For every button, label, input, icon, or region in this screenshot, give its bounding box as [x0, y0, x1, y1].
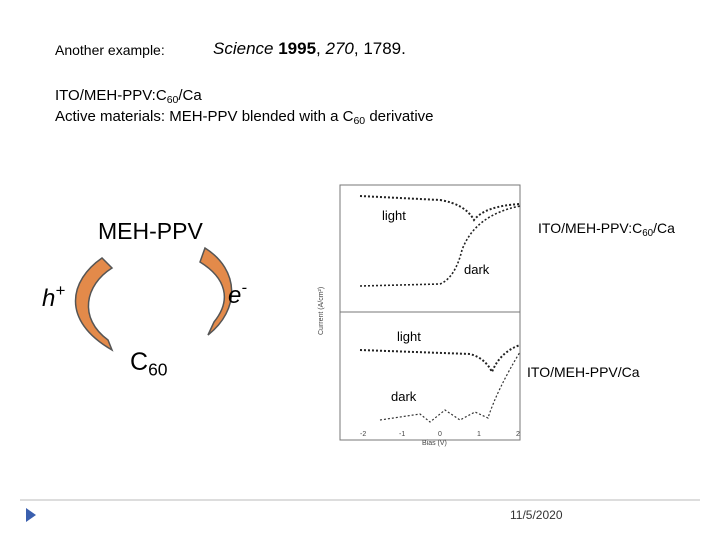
- top-light-curve: [359, 195, 521, 222]
- t: +: [55, 281, 66, 300]
- materials: Active materials: MEH-PPV blended with a…: [55, 109, 434, 127]
- t: ITO/MEH-PPV:C: [538, 220, 643, 236]
- t: 60: [353, 115, 366, 128]
- date: 11/5/2020: [510, 508, 563, 522]
- t: ITO/MEH-PPV:C: [55, 87, 167, 104]
- pages: , 1789.: [353, 39, 406, 58]
- label: ITO/MEH-PPV:C60/Ca: [538, 221, 675, 239]
- label: light: [397, 329, 421, 344]
- label: ITO/MEH-PPV/Ca: [527, 364, 640, 380]
- arrow-left: [74, 257, 114, 352]
- bottom-light-curve: [359, 344, 521, 375]
- t: Active materials: MEH-PPV blended with a…: [55, 108, 354, 125]
- x-tick-label: -1: [399, 431, 406, 438]
- device: ITO/MEH-PPV:C60/Ca: [55, 88, 202, 106]
- donor: MEH-PPV: [98, 218, 203, 244]
- bullet: [26, 508, 36, 522]
- t: derivative: [369, 108, 434, 125]
- t: /Ca: [178, 87, 202, 104]
- x-label: Bias (V): [422, 440, 447, 447]
- arrow-right: [199, 246, 233, 336]
- y-label: Current (A/cm²): [318, 286, 325, 335]
- t: -: [241, 278, 247, 297]
- t: 60: [148, 359, 168, 380]
- journal: Science: [213, 39, 274, 58]
- t: /Ca: [653, 220, 675, 236]
- label: dark: [391, 389, 417, 404]
- label: dark: [464, 262, 490, 277]
- x-tick-label: 0: [438, 431, 442, 438]
- top-dark-curve: [359, 205, 521, 287]
- year: 1995: [278, 39, 317, 58]
- electron: e-: [228, 278, 247, 310]
- hole: h+: [42, 281, 66, 313]
- x-tick-label: 1: [477, 431, 481, 438]
- acceptor: C60: [130, 350, 168, 379]
- header-label: Another example:: [55, 42, 165, 58]
- t: 60: [642, 227, 654, 239]
- volume: 270: [325, 39, 354, 58]
- bottom-dark-curve: [379, 351, 521, 423]
- x-tick-label: 2: [516, 431, 520, 438]
- t: e: [228, 282, 242, 310]
- t: h: [42, 285, 56, 313]
- t: C: [130, 348, 149, 376]
- citation: Science 1995, 270, 1789.: [213, 39, 406, 58]
- x-tick-label: -2: [360, 431, 367, 438]
- label: light: [382, 208, 406, 223]
- t: 60: [166, 94, 179, 107]
